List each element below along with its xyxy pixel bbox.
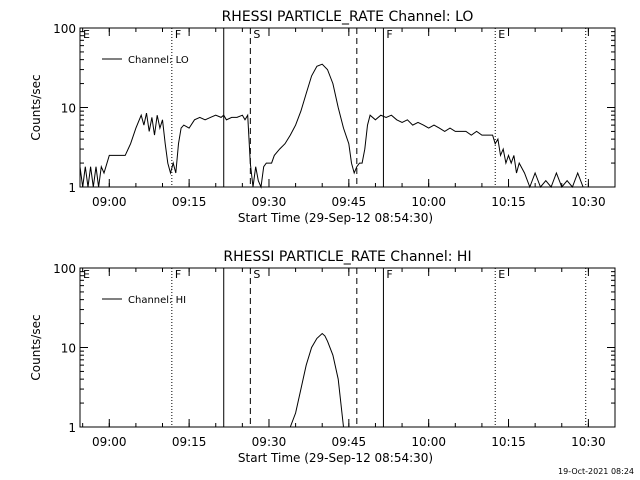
- lo-channel-panel: RHESSI PARTICLE_RATE Channel: LO 1 10 100 Co…: [29, 9, 616, 225]
- y-tick-label: 1: [68, 181, 76, 195]
- event-marker-label: S: [253, 28, 260, 41]
- x-tick-label: 09:30: [252, 195, 287, 209]
- hi-channel-panel: RHESSI PARTICLE_RATE Channel: HI 1 10 100 Co…: [29, 249, 616, 465]
- x-tick-label: 10:30: [571, 195, 606, 209]
- event-marker-label: F: [175, 28, 181, 41]
- x-tick-label: 09:30: [252, 435, 287, 449]
- generation-timestamp: 19-Oct-2021 08:24: [558, 467, 634, 476]
- x-tick-label: 09:15: [172, 435, 207, 449]
- series-line: [79, 63, 589, 189]
- plot-frame: [79, 27, 616, 188]
- x-tick-label: 10:15: [491, 435, 526, 449]
- x-tick-label: 10:30: [571, 435, 606, 449]
- y-tick-label: 10: [61, 102, 76, 116]
- event-marker-label: F: [386, 28, 392, 41]
- event-marker-label: F: [386, 268, 392, 281]
- y-tick-label: 100: [53, 262, 76, 276]
- event-marker-label: F: [175, 268, 181, 281]
- chart-title: RHESSI PARTICLE_RATE Channel: HI: [223, 249, 471, 265]
- y-axis-label: Counts/sec: [29, 314, 43, 380]
- x-tick-label: 09:00: [92, 435, 127, 449]
- x-tick-label: 09:45: [332, 435, 367, 449]
- x-tick-label: 10:15: [491, 195, 526, 209]
- legend-label: Channel: HI: [128, 295, 186, 306]
- event-marker-label: E: [498, 28, 505, 41]
- y-tick-label: 1: [68, 421, 76, 435]
- event-marker-label: E: [83, 28, 90, 41]
- event-marker-label: E: [83, 268, 90, 281]
- event-marker-label: S: [253, 268, 260, 281]
- legend-label: Channel: LO: [128, 55, 189, 66]
- event-marker-label: E: [498, 268, 505, 281]
- x-tick-label: 09:45: [332, 195, 367, 209]
- y-axis-label: Counts/sec: [29, 74, 43, 140]
- x-tick-label: 10:00: [411, 435, 446, 449]
- series-line: [289, 332, 344, 428]
- y-tick-label: 100: [53, 22, 76, 36]
- x-tick-label: 10:00: [411, 195, 446, 209]
- x-tick-label: 09:15: [172, 195, 207, 209]
- plot-frame: [79, 267, 616, 428]
- x-axis-label: Start Time (29-Sep-12 08:54:30): [238, 451, 433, 465]
- chart-title: RHESSI PARTICLE_RATE Channel: LO: [222, 9, 474, 25]
- x-tick-label: 09:00: [92, 195, 127, 209]
- x-axis-label: Start Time (29-Sep-12 08:54:30): [238, 211, 433, 225]
- y-tick-label: 10: [61, 342, 76, 356]
